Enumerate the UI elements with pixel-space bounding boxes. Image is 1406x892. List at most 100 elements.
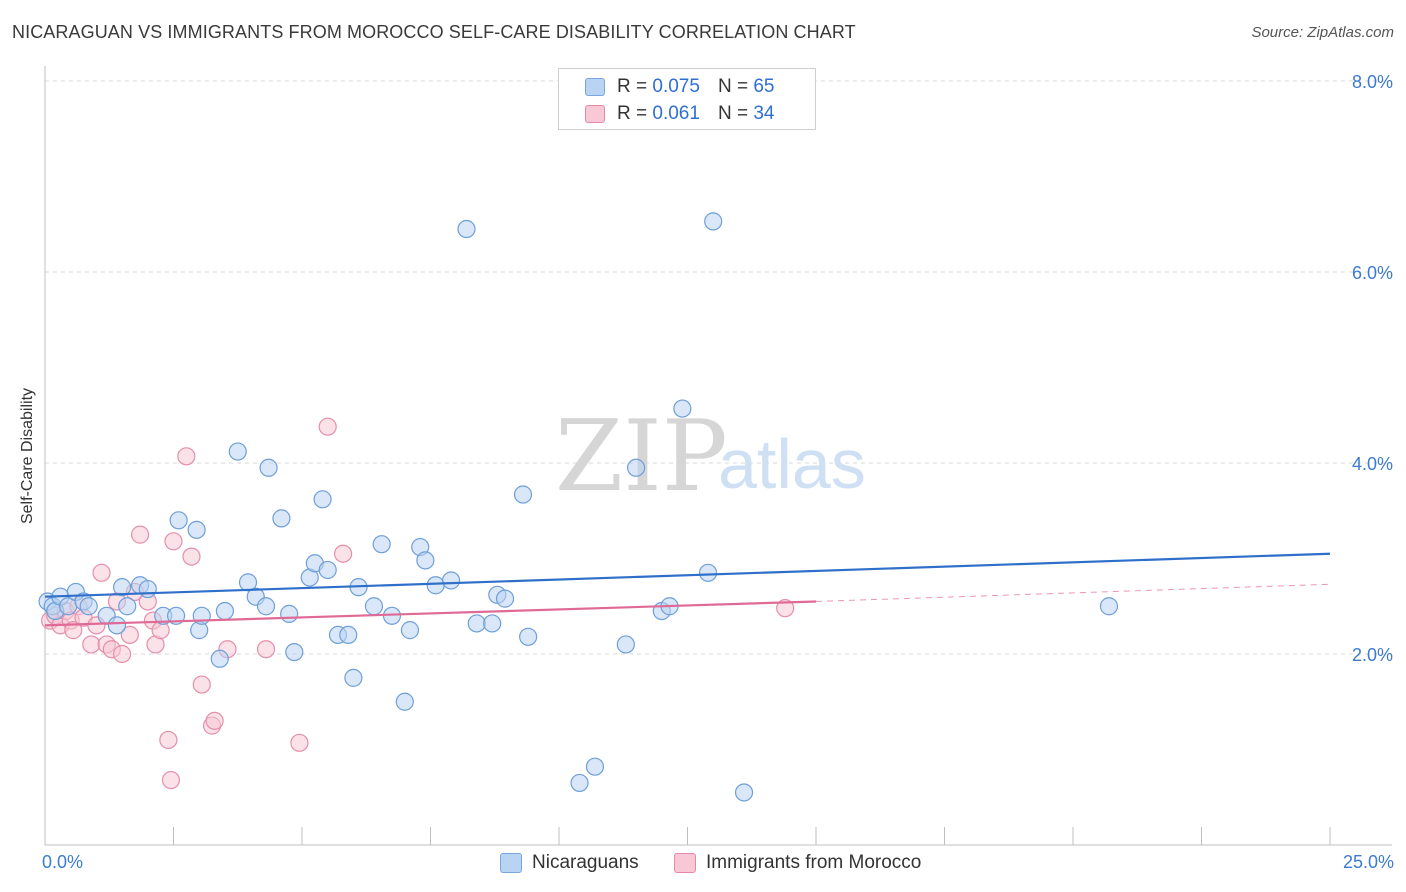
legend-r-label: R = <box>617 76 648 97</box>
nicaraguan-point <box>585 757 605 776</box>
y-tick-label: 2.0% <box>1352 645 1393 665</box>
axes <box>44 66 1392 846</box>
morocco-point <box>92 563 111 582</box>
y-tick-labels: 2.0% 4.0% 6.0% 8.0% <box>1352 72 1393 665</box>
nicaraguan-point <box>426 576 445 595</box>
nicaraguan-point <box>441 571 461 590</box>
y-tick-label: 4.0% <box>1352 454 1393 474</box>
morocco-point <box>182 547 201 566</box>
legend-r-label: R = <box>617 103 648 124</box>
nicaraguan-point <box>513 485 533 504</box>
morocco-point <box>334 544 353 563</box>
nicaraguan-point <box>285 642 304 662</box>
morocco-point <box>177 447 196 466</box>
morocco-point <box>159 730 178 750</box>
trend-line-nicaraguans <box>44 552 1331 598</box>
watermark-atlas: atlas <box>718 425 866 503</box>
morocco-point <box>161 770 181 790</box>
legend-n-value: 65 <box>753 76 775 97</box>
morocco-point <box>256 640 276 659</box>
nicaraguan-point <box>734 783 754 802</box>
nicaraguan-point <box>318 560 337 580</box>
y-tick-label: 6.0% <box>1352 263 1393 283</box>
morocco-point <box>112 644 132 664</box>
nicaraguan-point <box>79 597 98 616</box>
nicaraguan-point <box>1099 597 1119 616</box>
legend-swatch-pink <box>585 105 605 123</box>
nicaraguan-point <box>704 212 723 231</box>
y-tick-label: 8.0% <box>1352 72 1393 92</box>
nicaraguan-point <box>467 614 486 633</box>
legend-label-morocco: Immigrants from Morocco <box>706 852 922 873</box>
legend-swatch-blue <box>585 78 605 96</box>
nicaraguan-point <box>483 614 502 633</box>
morocco-point <box>164 532 183 551</box>
legend-n-value: 34 <box>753 103 775 124</box>
legend-r-value: 0.075 <box>652 76 700 97</box>
nicaraguan-point <box>570 773 589 793</box>
nicaraguan-point <box>400 621 420 640</box>
nicaraguan-point <box>673 399 692 418</box>
watermark-zip: ZIP <box>555 400 728 514</box>
nicaraguan-point <box>272 509 291 528</box>
source-credit: Source: ZipAtlas.com <box>1251 24 1394 41</box>
legend-item-nicaraguans[interactable]: Nicaraguans <box>500 852 639 874</box>
nicaraguan-point <box>519 627 538 646</box>
chart-title: NICARAGUAN VS IMMIGRANTS FROM MOROCCO SE… <box>12 22 856 42</box>
nicaraguan-point <box>187 520 206 539</box>
nicaraguan-point <box>344 668 363 687</box>
x-tick-max: 25.0% <box>1342 852 1394 872</box>
nicaraguan-point <box>364 597 384 616</box>
legend-swatch-blue <box>500 853 522 873</box>
nicaraguan-point <box>112 578 132 597</box>
morocco-point <box>205 711 224 730</box>
legend-n-label: N = <box>717 76 749 97</box>
legend-r-value: 0.061 <box>652 103 700 124</box>
nicaraguan-point <box>228 442 247 461</box>
nicaraguan-point <box>215 601 234 621</box>
nicaraguan-points <box>38 212 1119 802</box>
nicaraguan-point <box>259 458 278 477</box>
nicaraguan-point <box>616 635 635 654</box>
nicaraguan-point <box>339 625 358 645</box>
morocco-point <box>290 733 309 752</box>
trend-line-morocco-extension <box>815 583 1331 602</box>
nicaraguan-point <box>372 535 391 554</box>
nicaraguan-point <box>107 616 127 635</box>
legend-row-nicaraguans: R = 0.075 N = 65 <box>585 75 774 99</box>
nicaraguan-point <box>457 219 476 239</box>
trend-lines <box>44 552 1331 627</box>
nicaraguan-point <box>698 563 718 582</box>
nicaraguan-point <box>626 458 646 477</box>
morocco-point <box>82 635 101 654</box>
nicaraguan-point <box>313 490 332 509</box>
legend-item-morocco[interactable]: Immigrants from Morocco <box>674 852 921 874</box>
legend-n-label: N = <box>717 103 749 124</box>
x-tick-min: 0.0% <box>42 852 84 872</box>
morocco-point <box>120 625 139 645</box>
nicaraguan-point <box>210 649 229 668</box>
legend-label-nicaraguans: Nicaraguans <box>532 852 639 873</box>
morocco-point <box>776 599 795 618</box>
legend-row-morocco: R = 0.061 N = 34 <box>585 102 774 126</box>
morocco-point <box>130 525 150 544</box>
nicaraguan-point <box>416 551 435 570</box>
nicaraguan-point <box>169 511 188 530</box>
nicaraguan-point <box>395 692 414 711</box>
nicaraguan-point <box>138 579 157 599</box>
series-legend: Nicaraguans Immigrants from Morocco <box>0 852 1406 878</box>
nicaraguan-point <box>256 597 276 616</box>
morocco-point <box>64 621 83 640</box>
trend-line-morocco <box>44 600 817 627</box>
morocco-point <box>192 675 211 694</box>
nicaraguan-point <box>118 597 137 616</box>
grid-lines <box>45 80 1392 655</box>
nicaraguan-point <box>495 589 515 608</box>
legend-swatch-pink <box>674 853 696 873</box>
morocco-point <box>318 417 337 436</box>
nicaraguan-point <box>280 604 299 623</box>
nicaraguan-point <box>166 606 186 625</box>
correlation-legend: R = 0.075 N = 65 R = 0.061 N = 34 <box>558 68 816 130</box>
